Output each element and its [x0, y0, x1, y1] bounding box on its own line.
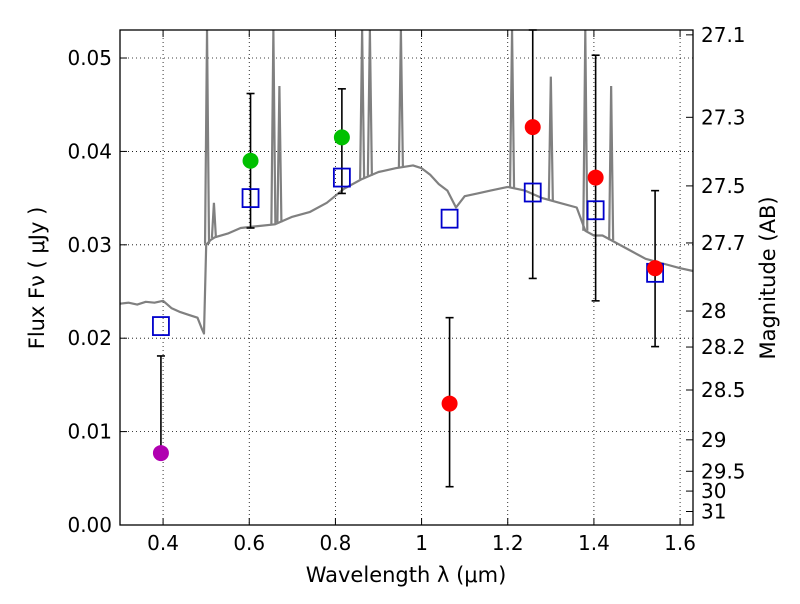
magnitude-tick-label: 27.1	[701, 23, 746, 47]
x-tick-label: 1.2	[492, 531, 524, 555]
observed-point	[587, 169, 604, 186]
y-tick-label: 0.01	[67, 420, 112, 444]
emission-line	[276, 86, 283, 223]
magnitude-tick-label: 28.2	[701, 335, 746, 359]
y-tick-label: 0.00	[67, 513, 112, 537]
observed-point	[524, 119, 541, 136]
grid-layer	[120, 30, 693, 526]
model-spectrum-line	[119, 164, 694, 335]
x-tick-label: 0.6	[233, 531, 265, 555]
magnitude-tick-label: 29	[701, 428, 726, 452]
magnitude-tick-label: 29.5	[701, 459, 746, 483]
emission-line	[608, 86, 615, 241]
spectrum-layer	[119, 29, 694, 335]
emission-line	[359, 29, 366, 180]
emission-line	[366, 29, 373, 176]
observed-point	[647, 260, 664, 277]
emission-line	[508, 29, 516, 188]
y-tick-label: 0.03	[67, 233, 112, 257]
emission-line	[270, 29, 277, 225]
y-tick-label: 0.05	[67, 46, 112, 70]
x-axis-label: Wavelength λ (μm)	[306, 563, 507, 587]
magnitude-tick-label: 27.3	[701, 105, 746, 129]
model-flux-marker	[332, 167, 351, 188]
magnitude-tick-label: 28.5	[701, 378, 746, 402]
observed-point	[441, 395, 458, 412]
x-tick-label: 1	[415, 531, 428, 555]
plot-frame	[119, 29, 694, 526]
ticks-layer: 0.4 0.6 0.8 1 1.2 1.4 1.6 0.00 0.01 0.02 0.03 0.04 0…	[67, 23, 745, 555]
x-tick-label: 0.4	[147, 531, 179, 555]
magnitude-tick-label: 27.5	[701, 174, 746, 198]
model-flux-marker	[152, 316, 170, 336]
magnitude-tick-label: 30	[701, 479, 726, 503]
y-tick-label: 0.02	[67, 326, 112, 350]
points-layer	[152, 29, 664, 488]
model-flux-marker	[241, 188, 260, 209]
emission-line	[210, 202, 218, 238]
x-tick-label: 0.8	[320, 531, 352, 555]
emission-line	[397, 29, 404, 168]
observed-point	[333, 129, 350, 146]
x-tick-label: 1.6	[664, 531, 696, 555]
emission-line	[203, 29, 211, 244]
model-flux-marker	[440, 208, 459, 229]
emission-line	[547, 76, 554, 201]
model-flux-marker	[523, 182, 542, 203]
x-tick-label: 1.4	[578, 531, 610, 555]
magnitude-tick-label: 28	[701, 299, 726, 323]
emission-line	[582, 29, 589, 231]
magnitude-tick-label: 31	[701, 500, 726, 524]
magnitude-tick-label: 27.7	[701, 231, 746, 255]
y-axis-label: Flux Fν ( μJy )	[25, 207, 49, 350]
model-flux-marker	[586, 200, 605, 221]
y-tick-label: 0.04	[67, 139, 112, 163]
observed-point	[242, 152, 259, 169]
magnitude-axis-label: Magnitude (AB)	[756, 196, 780, 359]
observed-point	[152, 445, 169, 462]
